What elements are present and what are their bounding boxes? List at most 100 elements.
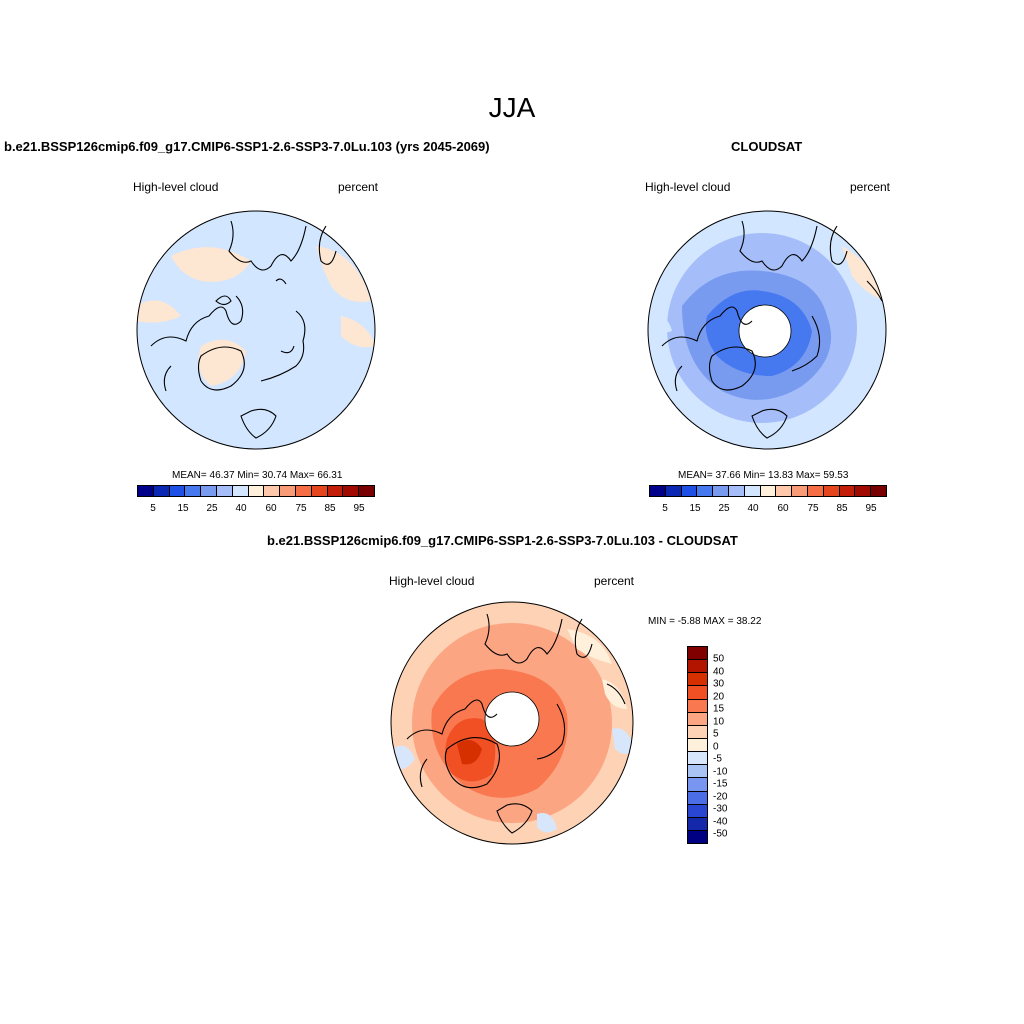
- obs-coastlines: [661, 220, 883, 439]
- model-colorbar-swatch-6: [232, 486, 249, 496]
- obs-colorbar-swatch-14: [871, 486, 886, 496]
- model-colorbar-boxes: [137, 485, 375, 497]
- diff-colorbar-swatch-1: [688, 660, 707, 674]
- model-colorbar-swatch-13: [343, 486, 360, 496]
- obs-cb-label: 95: [865, 503, 877, 514]
- model-units-label: percent: [337, 180, 378, 194]
- model-colorbar-swatch-14: [359, 486, 374, 496]
- model-colorbar-swatch-11: [311, 486, 328, 496]
- diff-cb-label: 0: [713, 741, 719, 752]
- diff-units-label: percent: [593, 574, 634, 588]
- obs-colorbar: [649, 485, 887, 497]
- diff-colorbar-swatch-4: [688, 699, 707, 713]
- diff-cb-label: -5: [713, 753, 722, 765]
- model-cb-label: 25: [206, 503, 218, 514]
- diff-cb-label: 20: [713, 691, 725, 702]
- diff-cb-label: -15: [713, 778, 728, 790]
- model-cb-label: 95: [353, 503, 365, 514]
- diff-colorbar-swatch-11: [688, 791, 707, 805]
- obs-colorbar-swatch-10: [807, 486, 824, 496]
- obs-contour-patch: [842, 246, 886, 301]
- model-colorbar-swatch-1: [153, 486, 170, 496]
- obs-colorbar-swatch-6: [744, 486, 761, 496]
- diff-colorbar-swatch-13: [688, 817, 707, 831]
- model-contour-patch: [341, 316, 375, 348]
- obs-colorbar-swatch-8: [776, 486, 793, 496]
- obs-contour-patch: [648, 315, 672, 334]
- obs-stats: MEAN= 37.66 Min= 13.83 Max= 59.53: [678, 470, 849, 481]
- obs-colorbar-boxes: [649, 485, 887, 497]
- obs-colorbar-swatch-9: [792, 486, 808, 496]
- model-colorbar-swatch-2: [169, 486, 186, 496]
- obs-cb-label: 75: [807, 503, 819, 514]
- diff-coastlines: [406, 613, 626, 834]
- obs-colorbar-swatch-13: [855, 486, 872, 496]
- model-cb-label: 75: [295, 503, 307, 514]
- model-colorbar: [137, 485, 375, 497]
- diff-cb-label: 10: [713, 716, 725, 727]
- diff-cb-label: 5: [713, 728, 719, 740]
- diff-colorbar-swatch-7: [688, 738, 707, 753]
- diff-cb-label: 40: [713, 666, 725, 677]
- obs-cb-label: 5: [662, 503, 668, 514]
- model-contour-patch: [137, 300, 181, 323]
- diff-cb-label: -10: [713, 766, 728, 777]
- obs-colorbar-swatch-0: [650, 486, 666, 496]
- diff-panel-title: b.e21.BSSP126cmip6.f09_g17.CMIP6-SSP1-2.…: [267, 533, 738, 548]
- obs-colorbar-swatch-7: [760, 486, 777, 496]
- model-colorbar-swatch-3: [185, 486, 202, 496]
- diff-colorbar-swatch-10: [688, 778, 707, 792]
- obs-colorbar-swatch-12: [839, 486, 856, 496]
- diff-colorbar-swatch-8: [688, 752, 707, 766]
- model-variable-label: High-level cloud: [133, 180, 219, 194]
- model-colorbar-swatch-0: [138, 486, 154, 496]
- diff-colorbar-swatch-14: [688, 830, 707, 844]
- obs-colorbar-swatch-1: [665, 486, 682, 496]
- diff-colorbar-labels: 50 40 30 20 15 10 5 0 -5 -10 -15 -20 -30…: [713, 646, 753, 844]
- diff-stats: MIN = -5.88 MAX = 38.22: [648, 616, 762, 627]
- obs-colorbar-swatch-3: [697, 486, 714, 496]
- diff-colorbar-swatch-6: [688, 725, 707, 739]
- diff-variable-label: High-level cloud: [389, 574, 475, 588]
- model-contour-patch: [316, 246, 371, 302]
- model-cb-label: 85: [324, 503, 336, 514]
- model-colorbar-swatch-4: [201, 486, 217, 496]
- obs-cb-label: 85: [836, 503, 848, 514]
- model-coastlines: [150, 220, 337, 439]
- obs-panel-title: CLOUDSAT: [731, 139, 803, 154]
- model-cb-label: 5: [150, 503, 156, 514]
- model-colorbar-swatch-5: [216, 486, 233, 496]
- diff-colorbar-swatch-12: [688, 804, 707, 818]
- diff-cb-label: 50: [713, 653, 725, 665]
- diff-contour-patch: [612, 728, 633, 754]
- diff-colorbar-swatch-2: [688, 673, 707, 687]
- model-stats: MEAN= 46.37 Min= 30.74 Max= 66.31: [172, 470, 343, 481]
- model-colorbar-swatch-10: [295, 486, 312, 496]
- model-panel-title: b.e21.BSSP126cmip6.f09_g17.CMIP6-SSP1-2.…: [4, 139, 490, 154]
- diff-colorbar-swatch-0: [688, 647, 707, 661]
- model-colorbar-swatch-9: [280, 486, 296, 496]
- diff-colorbar-swatch-5: [688, 712, 707, 726]
- diff-contour-patch: [567, 629, 612, 664]
- obs-cb-label: 15: [689, 503, 701, 514]
- diff-cb-label: -20: [713, 791, 728, 802]
- model-cb-label: 15: [177, 503, 189, 514]
- obs-cb-label: 25: [718, 503, 730, 514]
- model-colorbar-swatch-8: [264, 486, 281, 496]
- model-polar-map: [136, 210, 376, 450]
- diff-contour-patch: [537, 813, 557, 833]
- obs-colorbar-swatch-11: [823, 486, 840, 496]
- obs-cb-label: 40: [747, 503, 759, 514]
- diff-cb-label: 15: [713, 703, 725, 715]
- obs-colorbar-swatch-5: [728, 486, 745, 496]
- model-contour-patch: [198, 339, 246, 386]
- model-colorbar-swatch-12: [327, 486, 344, 496]
- obs-colorbar-labels: 5 15 25 40 60 75 85 95: [649, 503, 887, 515]
- model-cb-label: 40: [235, 503, 247, 514]
- obs-contour-patch: [842, 392, 882, 415]
- model-colorbar-labels: 5 15 25 40 60 75 85 95: [137, 503, 375, 515]
- obs-polar-map: [647, 210, 887, 450]
- obs-colorbar-swatch-2: [681, 486, 698, 496]
- obs-units-label: percent: [849, 180, 890, 194]
- diff-cb-label: 30: [713, 678, 725, 690]
